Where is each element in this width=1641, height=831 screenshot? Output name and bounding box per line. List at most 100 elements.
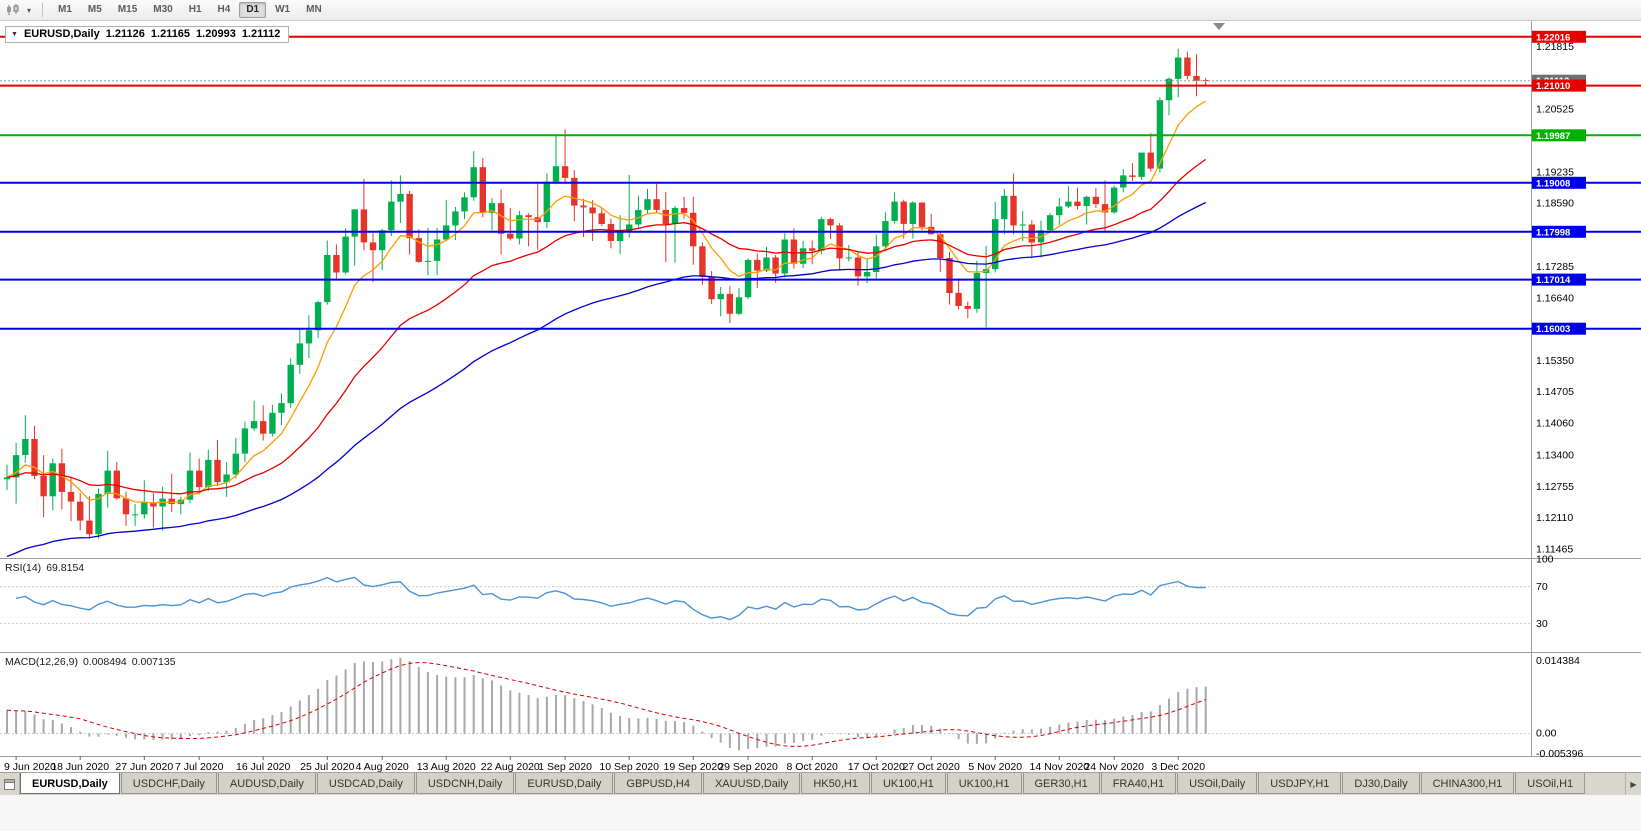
timeframe-button-h1[interactable]: H1: [188, 4, 202, 15]
svg-text:1.12110: 1.12110: [1536, 512, 1573, 524]
quote-low: 1.20993: [196, 28, 236, 40]
quote-high: 1.21165: [150, 28, 191, 40]
chart-tab-uk100-h1[interactable]: UK100,H1: [870, 773, 946, 794]
chart-shift-marker: [1213, 23, 1225, 30]
svg-text:18 Jun 2020: 18 Jun 2020: [51, 761, 109, 772]
moving-averages-layer: [6, 100, 1207, 558]
chart-tab-dj30-daily[interactable]: DJ30,Daily: [1342, 773, 1420, 794]
chart-tab-china300-h1[interactable]: CHINA300,H1: [1420, 773, 1515, 794]
svg-text:4 Aug 2020: 4 Aug 2020: [356, 761, 409, 772]
chart-tab-usdcnh-daily[interactable]: USDCNH,Daily: [415, 773, 515, 794]
macd-indicator-label: MACD(12,26,9) 0.008494 0.007135: [5, 656, 176, 668]
chart-tab-usoil-daily[interactable]: USOil,Daily: [1177, 773, 1258, 794]
price-chart-canvas[interactable]: 1.21815 1.20525 1.19235 1.18590 1.17285 1.166…: [0, 21, 1641, 772]
svg-text:27 Oct 2020: 27 Oct 2020: [903, 761, 960, 772]
svg-text:0.00: 0.00: [1536, 728, 1557, 740]
macd-signal-value: 0.007135: [131, 656, 176, 668]
ma-fast: [6, 100, 1207, 504]
svg-text:1.16003: 1.16003: [1536, 324, 1570, 335]
timeframe-button-m5[interactable]: M5: [87, 4, 102, 15]
svg-text:1.17998: 1.17998: [1536, 227, 1570, 238]
chart-tab-uk100-h1[interactable]: UK100,H1: [946, 773, 1022, 794]
price-axis: 1.21815 1.20525 1.19235 1.18590 1.17285 1.166…: [1536, 41, 1583, 760]
toolbar: ▾ M1 M5 M15 M30 H1 H4 D1 W1 MN: [0, 0, 1641, 21]
window-list-icon[interactable]: [0, 773, 20, 795]
chart-tab-gbpusd-h4[interactable]: GBPUSD,H4: [614, 773, 702, 794]
chart-tab-audusd-daily[interactable]: AUDUSD,Daily: [217, 773, 316, 794]
svg-text:29 Sep 2020: 29 Sep 2020: [718, 761, 778, 772]
macd-layer: [0, 657, 1531, 751]
toolbar-separator: [42, 3, 43, 17]
levels-layer[interactable]: [0, 35, 1641, 330]
chart-tab-eurusd-daily[interactable]: EURUSD,Daily: [515, 773, 614, 794]
svg-text:1.12755: 1.12755: [1536, 481, 1574, 493]
svg-text:10 Sep 2020: 10 Sep 2020: [599, 761, 659, 772]
timeframe-button-m15[interactable]: M15: [117, 4, 138, 15]
svg-text:27 Jun 2020: 27 Jun 2020: [115, 761, 173, 772]
rsi-indicator-label: RSI(14) 69.8154: [5, 562, 84, 574]
chart-tab-eurusd-daily[interactable]: EURUSD,Daily: [20, 773, 120, 794]
chart-type-dropdown-icon[interactable]: ▾: [26, 5, 31, 15]
svg-text:1.13400: 1.13400: [1536, 450, 1574, 462]
chart-frame: [0, 21, 1641, 757]
chart-tab-usoil-h1[interactable]: USOil,H1: [1515, 773, 1586, 794]
svg-text:1.19008: 1.19008: [1536, 178, 1570, 189]
svg-text:1.21815: 1.21815: [1536, 41, 1574, 53]
svg-text:1.16640: 1.16640: [1536, 292, 1574, 304]
chart-tab-ger30-h1[interactable]: GER30,H1: [1022, 773, 1100, 794]
timeframe-button-d1[interactable]: D1: [239, 2, 267, 18]
svg-text:1.20525: 1.20525: [1536, 104, 1574, 116]
chart-tab-fra40-h1[interactable]: FRA40,H1: [1100, 773, 1177, 794]
rsi-layer: [0, 576, 1531, 624]
chart-tab-xauusd-daily[interactable]: XAUUSD,Daily: [702, 773, 801, 794]
timeframe-button-w1[interactable]: W1: [275, 4, 291, 15]
chart-window: 1.21815 1.20525 1.19235 1.18590 1.17285 1.166…: [0, 21, 1641, 772]
chart-type-icon[interactable]: [4, 2, 22, 18]
svg-text:1.14060: 1.14060: [1536, 418, 1574, 430]
chart-title[interactable]: ▼ EURUSD,Daily 1.21126 1.21165 1.20993 1…: [5, 26, 290, 43]
svg-text:1.14705: 1.14705: [1536, 386, 1574, 398]
macd-main-value: 0.008494: [82, 656, 127, 668]
candles-layer[interactable]: [3, 48, 1209, 539]
rsi-name: RSI(14): [5, 562, 42, 574]
chart-tab-bar: EURUSD,Daily USDCHF,Daily AUDUSD,Daily USDC…: [0, 772, 1641, 795]
svg-text:30: 30: [1536, 618, 1548, 630]
timeframe-button-mn[interactable]: MN: [306, 4, 322, 15]
svg-text:70: 70: [1536, 581, 1548, 593]
timeframe-button-m30[interactable]: M30: [153, 4, 173, 15]
svg-text:5 Nov 2020: 5 Nov 2020: [968, 761, 1022, 772]
chart-tab-hk50-h1[interactable]: HK50,H1: [801, 773, 870, 794]
macd-name: MACD(12,26,9): [5, 656, 78, 668]
status-area: [0, 795, 1641, 831]
svg-text:22 Aug 2020: 22 Aug 2020: [481, 761, 540, 772]
svg-text:7 Jul 2020: 7 Jul 2020: [175, 761, 224, 772]
ma-slow: [6, 201, 1206, 558]
timeframe-button-h4[interactable]: H4: [217, 4, 231, 15]
svg-text:1.19987: 1.19987: [1536, 131, 1570, 142]
svg-text:1.15350: 1.15350: [1536, 355, 1574, 367]
svg-text:14 Nov 2020: 14 Nov 2020: [1030, 761, 1090, 772]
svg-text:1.18590: 1.18590: [1536, 198, 1574, 210]
chart-tab-usdjpy-h1[interactable]: USDJPY,H1: [1258, 773, 1342, 794]
svg-text:3 Dec 2020: 3 Dec 2020: [1151, 761, 1205, 772]
chart-tab-usdcad-daily[interactable]: USDCAD,Daily: [316, 773, 415, 794]
quote-expand-icon[interactable]: ▼: [11, 31, 18, 38]
chart-tabs: EURUSD,Daily USDCHF,Daily AUDUSD,Daily USDC…: [20, 773, 1625, 795]
svg-text:100: 100: [1536, 554, 1554, 566]
svg-text:1.17014: 1.17014: [1536, 275, 1571, 286]
svg-text:25 Jul 2020: 25 Jul 2020: [300, 761, 354, 772]
ma-medium: [6, 158, 1207, 495]
timeframe-button-m1[interactable]: M1: [58, 4, 72, 15]
svg-text:-0.005396: -0.005396: [1536, 748, 1583, 760]
svg-text:1.21010: 1.21010: [1536, 81, 1570, 92]
svg-text:1.22016: 1.22016: [1536, 32, 1570, 43]
tab-scroll-right-icon[interactable]: ▶: [1625, 773, 1641, 795]
svg-text:16 Jul 2020: 16 Jul 2020: [236, 761, 290, 772]
chart-tab-usdchf-daily[interactable]: USDCHF,Daily: [120, 773, 217, 794]
quote-open: 1.21126: [105, 28, 145, 40]
rsi-value: 69.8154: [46, 562, 85, 574]
svg-text:8 Oct 2020: 8 Oct 2020: [787, 761, 839, 772]
timeframe-buttons: M1 M5 M15 M30 H1 H4 D1 W1 MN: [51, 2, 331, 18]
